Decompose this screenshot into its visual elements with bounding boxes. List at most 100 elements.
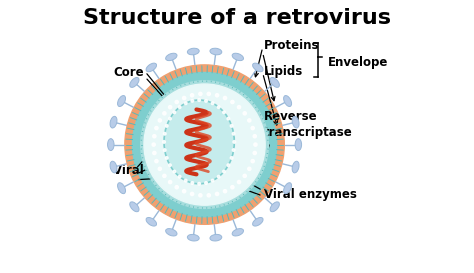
Circle shape: [232, 132, 235, 135]
Ellipse shape: [108, 139, 114, 150]
Circle shape: [178, 106, 181, 108]
Circle shape: [164, 149, 166, 152]
Ellipse shape: [118, 183, 126, 194]
Text: Viral RNA: Viral RNA: [113, 164, 176, 177]
Ellipse shape: [292, 161, 299, 173]
Circle shape: [168, 106, 172, 109]
Ellipse shape: [130, 78, 139, 87]
Circle shape: [182, 189, 186, 193]
Circle shape: [223, 189, 227, 193]
Circle shape: [248, 167, 251, 170]
Circle shape: [175, 100, 178, 104]
Ellipse shape: [270, 202, 279, 212]
Ellipse shape: [187, 235, 199, 241]
Ellipse shape: [118, 96, 126, 106]
Circle shape: [163, 112, 166, 115]
Ellipse shape: [110, 161, 117, 173]
Ellipse shape: [165, 53, 177, 61]
Circle shape: [153, 151, 156, 155]
Circle shape: [153, 135, 156, 138]
Circle shape: [199, 92, 202, 96]
Circle shape: [132, 72, 277, 217]
Circle shape: [182, 96, 186, 100]
Circle shape: [231, 100, 234, 104]
Ellipse shape: [210, 48, 222, 55]
Circle shape: [211, 179, 214, 182]
Circle shape: [155, 126, 158, 130]
Circle shape: [163, 141, 165, 143]
Ellipse shape: [146, 218, 156, 226]
Circle shape: [248, 119, 251, 122]
Circle shape: [158, 119, 162, 122]
Circle shape: [211, 102, 214, 105]
Circle shape: [205, 99, 207, 102]
Circle shape: [243, 174, 246, 177]
Circle shape: [164, 132, 166, 135]
Ellipse shape: [292, 116, 299, 128]
Circle shape: [191, 192, 194, 195]
Circle shape: [178, 175, 181, 178]
Circle shape: [207, 194, 210, 197]
Text: Reverse: Reverse: [264, 110, 318, 123]
Text: Envelope: Envelope: [328, 56, 388, 69]
Text: Proteins: Proteins: [264, 40, 319, 52]
Circle shape: [231, 186, 234, 189]
Circle shape: [158, 167, 162, 170]
Circle shape: [155, 159, 158, 163]
Ellipse shape: [187, 48, 199, 55]
Circle shape: [169, 164, 171, 167]
Circle shape: [169, 117, 171, 120]
Circle shape: [253, 135, 256, 138]
Circle shape: [230, 157, 233, 159]
Circle shape: [207, 92, 210, 96]
Circle shape: [141, 81, 268, 208]
Circle shape: [152, 143, 155, 146]
Circle shape: [163, 174, 166, 177]
Circle shape: [168, 180, 172, 184]
Circle shape: [230, 124, 233, 127]
Circle shape: [243, 112, 246, 115]
Circle shape: [184, 102, 187, 105]
Circle shape: [216, 94, 219, 97]
Ellipse shape: [232, 53, 244, 61]
Circle shape: [191, 182, 194, 184]
Circle shape: [199, 194, 202, 197]
Circle shape: [173, 170, 176, 173]
Circle shape: [237, 180, 241, 184]
Circle shape: [144, 84, 265, 205]
Circle shape: [191, 99, 194, 102]
Circle shape: [237, 106, 241, 109]
Circle shape: [233, 141, 236, 143]
Circle shape: [191, 94, 194, 97]
Circle shape: [165, 157, 168, 159]
Circle shape: [165, 124, 168, 127]
Circle shape: [223, 170, 225, 173]
Ellipse shape: [253, 218, 263, 226]
Ellipse shape: [164, 100, 234, 184]
Ellipse shape: [283, 183, 292, 194]
Circle shape: [223, 111, 225, 114]
Circle shape: [198, 182, 201, 185]
Circle shape: [227, 117, 230, 120]
Ellipse shape: [110, 116, 117, 128]
Ellipse shape: [232, 229, 244, 236]
Circle shape: [232, 149, 235, 152]
Circle shape: [223, 96, 227, 100]
Text: Core: Core: [113, 67, 144, 79]
Circle shape: [175, 186, 178, 189]
Circle shape: [125, 65, 284, 224]
Text: Structure of a retrovirus: Structure of a retrovirus: [83, 8, 391, 28]
Ellipse shape: [270, 78, 279, 87]
Ellipse shape: [146, 63, 156, 72]
Circle shape: [216, 192, 219, 195]
Text: Lipids: Lipids: [264, 65, 303, 78]
Circle shape: [184, 179, 187, 182]
Circle shape: [198, 99, 201, 101]
Circle shape: [253, 151, 256, 155]
Circle shape: [227, 164, 230, 167]
Ellipse shape: [295, 139, 301, 150]
Ellipse shape: [165, 229, 177, 236]
Circle shape: [173, 111, 176, 114]
Circle shape: [205, 182, 207, 184]
Text: Viral enzymes: Viral enzymes: [264, 188, 357, 201]
